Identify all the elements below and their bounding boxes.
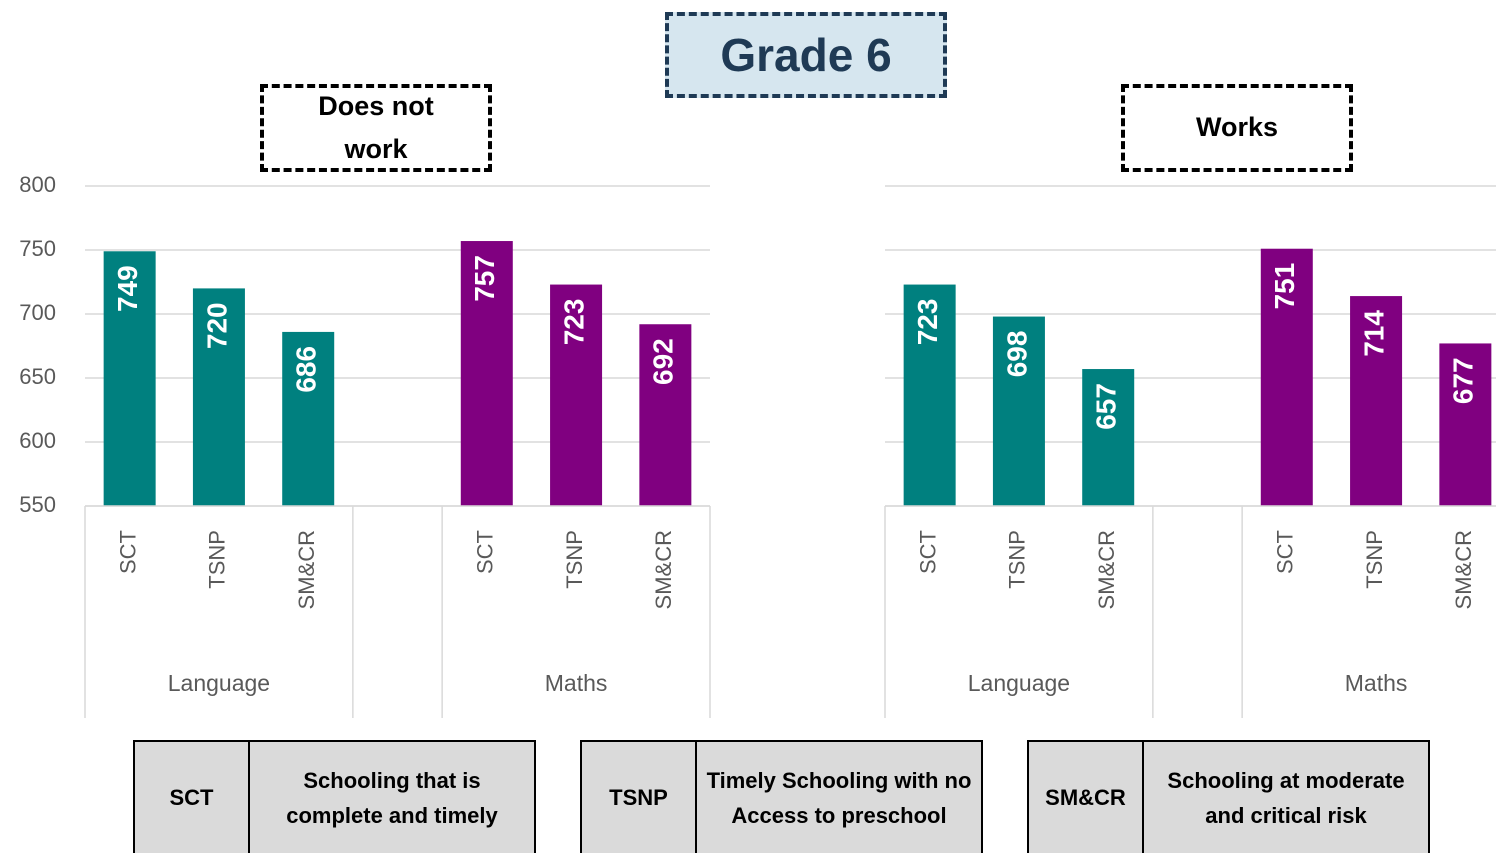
legend-abbr: SM&CR bbox=[1029, 742, 1144, 853]
chart-title-text: Does not work bbox=[318, 90, 434, 164]
bar bbox=[992, 316, 1045, 506]
x-tick-label: SCT bbox=[915, 530, 940, 574]
x-tick-label: SM&CR bbox=[1094, 530, 1119, 609]
bar bbox=[1082, 369, 1135, 506]
group-label: Language bbox=[168, 670, 270, 696]
legend-abbr: TSNP bbox=[582, 742, 697, 853]
value-label: 677 bbox=[1448, 357, 1479, 404]
y-tick-label: 600 bbox=[19, 428, 56, 453]
value-label: 657 bbox=[1091, 383, 1122, 430]
bar bbox=[103, 251, 156, 506]
value-label: 698 bbox=[1001, 331, 1032, 378]
y-tick-label: 800 bbox=[19, 172, 56, 197]
x-tick-label: SCT bbox=[115, 530, 140, 574]
bar bbox=[1350, 296, 1403, 506]
value-label: 720 bbox=[201, 302, 232, 349]
value-label: 749 bbox=[112, 265, 143, 312]
value-label: 692 bbox=[648, 338, 679, 385]
x-tick-label: SM&CR bbox=[1451, 530, 1476, 609]
legend-definition: Schooling that is complete and timely bbox=[286, 767, 498, 828]
legend-entry: SCT Schooling that is complete and timely bbox=[133, 740, 536, 853]
legend-definition: Schooling at moderate and critical risk bbox=[1167, 767, 1405, 828]
group-label: Maths bbox=[1345, 670, 1408, 696]
x-tick-label: TSNP bbox=[205, 530, 230, 589]
value-label: 723 bbox=[558, 299, 589, 346]
x-tick-label: TSNP bbox=[1005, 530, 1030, 589]
legend-entry: SM&CR Schooling at moderate and critical … bbox=[1027, 740, 1430, 853]
value-label: 686 bbox=[291, 346, 322, 393]
slide-title: Grade 6 bbox=[665, 12, 947, 98]
x-tick-label: TSNP bbox=[562, 530, 587, 589]
bar bbox=[903, 284, 956, 506]
y-tick-label: 550 bbox=[19, 492, 56, 517]
x-tick-label: TSNP bbox=[1362, 530, 1387, 589]
x-tick-label: SCT bbox=[1273, 530, 1298, 574]
value-label: 723 bbox=[912, 299, 943, 346]
x-tick-label: SM&CR bbox=[651, 530, 676, 609]
chart-title: Does not work bbox=[260, 84, 492, 172]
x-tick-label: SM&CR bbox=[294, 530, 319, 609]
legend-abbr: SCT bbox=[135, 742, 250, 853]
value-label: 714 bbox=[1358, 310, 1389, 357]
bar bbox=[192, 288, 245, 506]
y-tick-label: 700 bbox=[19, 300, 56, 325]
value-label: 751 bbox=[1269, 263, 1300, 310]
bar bbox=[1439, 343, 1492, 506]
bar bbox=[282, 331, 335, 506]
group-label: Maths bbox=[545, 670, 608, 696]
legend-definition: Timely Schooling with no Access to presc… bbox=[706, 767, 972, 828]
legend-entry: TSNP Timely Schooling with no Access to p… bbox=[580, 740, 983, 853]
bar bbox=[550, 284, 603, 506]
y-tick-label: 650 bbox=[19, 364, 56, 389]
x-tick-label: SCT bbox=[473, 530, 498, 574]
y-tick-label: 750 bbox=[19, 236, 56, 261]
bar bbox=[460, 241, 513, 507]
chart-title: Works bbox=[1121, 84, 1353, 172]
group-label: Language bbox=[968, 670, 1070, 696]
bar bbox=[639, 324, 692, 506]
chart-title-text: Works bbox=[1195, 112, 1279, 143]
bar bbox=[1260, 248, 1313, 506]
value-label: 757 bbox=[469, 255, 500, 302]
